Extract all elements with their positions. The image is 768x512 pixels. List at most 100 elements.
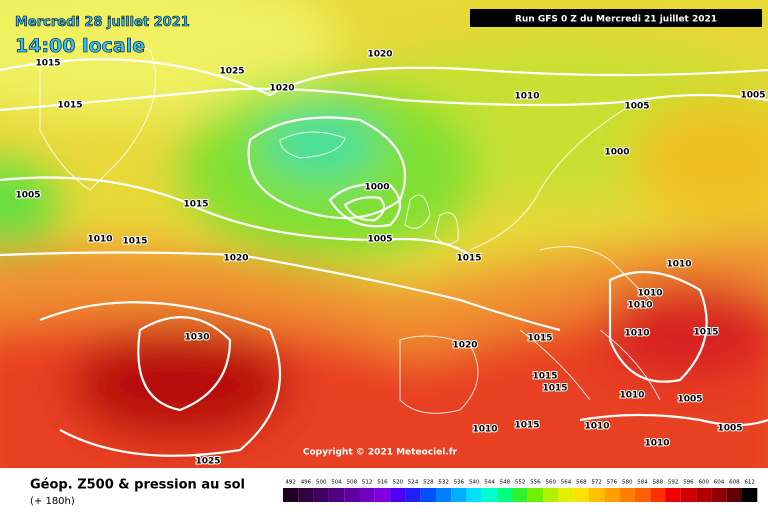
isobar-label: 1015 [514, 421, 539, 431]
scale-label: 512 [362, 480, 373, 486]
run-box [470, 9, 762, 27]
copyright: Copyright © 2021 Meteociel.fr [303, 448, 458, 458]
scale-swatch [313, 488, 329, 502]
isobar-label: 1010 [637, 289, 662, 299]
isobar-label: 1015 [122, 237, 147, 247]
isobar-label: 1010 [619, 391, 644, 401]
isobar-label: 1005 [677, 395, 702, 405]
scale-label: 612 [744, 480, 755, 486]
isobar-label: 1015 [542, 384, 567, 394]
scale-swatch [436, 488, 452, 502]
scale-swatch [405, 488, 421, 502]
scale-swatch [420, 488, 436, 502]
scale-swatch [374, 488, 391, 502]
isobar-label: 1005 [367, 235, 392, 245]
isobar-label: 1005 [740, 91, 765, 101]
scale-swatch [466, 488, 482, 502]
isobar-label: 1010 [644, 439, 669, 449]
scale-swatch [359, 488, 375, 502]
isobar-label: 1010 [87, 235, 112, 245]
scale-swatch [711, 488, 727, 502]
isobar-label: 1010 [666, 260, 691, 270]
scale-label: 604 [714, 480, 725, 486]
scale-label: 588 [653, 480, 664, 486]
isobar-label: 1020 [269, 84, 294, 94]
scale-swatch [726, 488, 742, 502]
scale-swatch [604, 488, 620, 502]
scale-swatch [650, 488, 666, 502]
scale-label: 516 [377, 480, 388, 486]
scale-swatch [634, 488, 651, 502]
scale-swatch [680, 488, 697, 502]
scale-swatch [742, 488, 758, 502]
scale-label: 596 [683, 480, 694, 486]
scale-label: 504 [331, 480, 342, 486]
scale-label: 568 [576, 480, 587, 486]
scale-label: 508 [347, 480, 358, 486]
scale-label: 564 [561, 480, 572, 486]
scale-label: 500 [316, 480, 327, 486]
scale-label: 492 [285, 480, 296, 486]
scale-label: 572 [591, 480, 602, 486]
scale-label: 496 [301, 480, 312, 486]
scale-swatch [481, 488, 498, 502]
scale-swatch [696, 488, 712, 502]
scale-swatch [497, 488, 513, 502]
scale-label: 576 [607, 480, 618, 486]
scale-label: 552 [515, 480, 526, 486]
isobar-label: 1030 [184, 333, 209, 343]
isobar-label: 1000 [364, 183, 389, 193]
scale-swatch [558, 488, 574, 502]
isobar-label: 1025 [219, 67, 244, 77]
scale-swatch [298, 488, 314, 502]
isobar-label: 1010 [472, 425, 497, 435]
isobar-label: 1020 [367, 50, 392, 60]
isobar-label: 1010 [584, 422, 609, 432]
isobar-label: 1015 [35, 59, 60, 69]
scale-label: 528 [423, 480, 434, 486]
footer-lead: (+ 180h) [30, 496, 75, 507]
scale-label: 592 [668, 480, 679, 486]
scale-label: 560 [546, 480, 557, 486]
run-info: Run GFS 0 Z du Mercredi 21 juillet 2021 [515, 15, 717, 25]
scale-swatch [344, 488, 360, 502]
scale-label: 580 [622, 480, 633, 486]
scale-label: 532 [438, 480, 449, 486]
scale-swatch [619, 488, 635, 502]
footer-title: Géop. Z500 & pression au sol [30, 478, 245, 493]
isobar-label: 1015 [456, 254, 481, 264]
isobar-label: 1010 [514, 92, 539, 102]
scale-label: 608 [729, 480, 740, 486]
isobar-label: 1010 [624, 329, 649, 339]
isobar-label: 1015 [527, 334, 552, 344]
scale-label: 536 [454, 480, 465, 486]
isobar-label: 1025 [195, 457, 220, 467]
scale-swatch [573, 488, 589, 502]
scale-label: 540 [469, 480, 480, 486]
isobar-label: 1010 [627, 301, 652, 311]
scale-swatch [512, 488, 528, 502]
scale-label: 584 [637, 480, 648, 486]
scale-swatch [665, 488, 681, 502]
scale-label: 520 [393, 480, 404, 486]
scale-label: 600 [699, 480, 710, 486]
scale-swatch [390, 488, 406, 502]
scale-swatch [451, 488, 467, 502]
isobar-label: 1005 [15, 191, 40, 201]
scale-swatch [527, 488, 544, 502]
map-time: 14:00 locale [15, 35, 145, 57]
isobar-label: 1020 [452, 341, 477, 351]
isobar-label: 1015 [57, 101, 82, 111]
scale-label: 548 [500, 480, 511, 486]
isobar-label: 1005 [624, 102, 649, 112]
scale-swatch [589, 488, 605, 502]
isobar-label: 1015 [532, 372, 557, 382]
scale-label: 524 [408, 480, 419, 486]
map-date: Mercredi 28 juillet 2021 [15, 15, 190, 30]
isobar-label: 1000 [604, 148, 629, 158]
scale-swatch [543, 488, 559, 502]
scale-swatch [283, 488, 299, 502]
isobar-label: 1005 [717, 424, 742, 434]
